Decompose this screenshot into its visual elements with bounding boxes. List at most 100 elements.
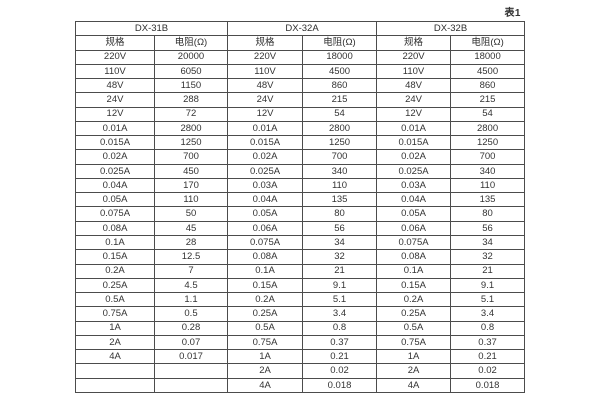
spec-cell: 0.02A [376, 149, 452, 165]
resistance-cell: 45 [153, 220, 229, 236]
resistance-cell: 1.1 [153, 292, 229, 308]
resistance-cell: 288 [153, 92, 229, 108]
resistance-cell: 0.21 [450, 349, 526, 365]
spec-cell: 4A [75, 349, 155, 365]
resistance-cell: 340 [302, 163, 378, 179]
table-row: 12V 72 12V 54 12V 54 [75, 106, 526, 122]
spec-cell: 0.15A [75, 249, 155, 265]
spec-cell: 0.1A [227, 263, 304, 279]
resistance-cell: 4500 [450, 63, 526, 80]
resistance-cell: 1150 [153, 78, 229, 94]
spec-cell: 0.02A [75, 149, 155, 165]
spec-cell: 0.015A [75, 135, 155, 151]
resistance-cell: 0.21 [302, 349, 378, 365]
spec-cell: 220V [227, 49, 304, 65]
spec-cell: 24V [75, 92, 155, 108]
spec-cell: 0.05A [75, 192, 155, 208]
resistance-cell: 9.1 [450, 277, 526, 294]
table-row: 48V 1150 48V 860 48V 860 [75, 78, 526, 94]
table-row: 2A 0.02 2A 0.02 [75, 363, 526, 379]
spec-cell: 0.025A [75, 163, 155, 179]
spec-cell: 2A [75, 334, 155, 351]
resistance-cell: 0.37 [450, 334, 526, 351]
spec-cell: 0.75A [227, 334, 304, 351]
spec-cell: 4A [376, 377, 452, 394]
spec-cell: 0.04A [227, 192, 304, 208]
spec-cell: 0.15A [227, 277, 304, 294]
spec-cell: 0.015A [227, 135, 304, 151]
spec-cell: 0.025A [376, 163, 452, 179]
resistance-cell: 170 [153, 177, 229, 194]
spec-cell: 0.04A [75, 177, 155, 194]
spec-cell: 0.08A [75, 220, 155, 236]
resistance-header-cell: 电阻(Ω) [153, 35, 229, 51]
spec-cell: 0.01A [75, 120, 155, 137]
spec-cell: 2A [227, 363, 304, 379]
resistance-cell: 4.5 [153, 277, 229, 294]
table-row: 2A 0.07 0.75A 0.37 0.75A 0.37 [75, 334, 526, 351]
resistance-cell: 700 [153, 149, 229, 165]
spec-cell: 12V [75, 106, 155, 122]
table-row: 220V 20000 220V 18000 220V 18000 [75, 49, 526, 65]
spec-cell: 0.5A [227, 320, 304, 336]
table-row: 1A 0.28 0.5A 0.8 0.5A 0.8 [75, 320, 526, 336]
spec-cell: 220V [75, 49, 155, 65]
resistance-cell: 135 [302, 192, 378, 208]
resistance-cell: 450 [153, 163, 229, 179]
spec-cell: 0.075A [376, 234, 452, 251]
table-row: 0.15A 12.5 0.08A 32 0.08A 32 [75, 249, 526, 265]
resistance-cell: 54 [302, 106, 378, 122]
spec-cell: 4A [227, 377, 304, 394]
table-row: 0.75A 0.5 0.25A 3.4 0.25A 3.4 [75, 306, 526, 322]
spec-cell: 0.2A [227, 292, 304, 308]
resistance-cell: 0.8 [302, 320, 378, 336]
resistance-cell: 28 [153, 234, 229, 251]
spec-cell: 0.25A [376, 306, 452, 322]
spec-header-cell: 规格 [75, 35, 155, 51]
resistance-cell: 80 [302, 206, 378, 222]
table-row: 24V 288 24V 215 24V 215 [75, 92, 526, 108]
spec-cell: 0.05A [227, 206, 304, 222]
group-name-cell: DX-32A [227, 20, 378, 37]
resistance-cell: 9.1 [302, 277, 378, 294]
spec-cell: 0.01A [376, 120, 452, 137]
resistance-cell: 32 [450, 249, 526, 265]
resistance-cell: 340 [450, 163, 526, 179]
resistance-cell: 2800 [302, 120, 378, 137]
resistance-cell: 700 [302, 149, 378, 165]
spec-table: DX-31B DX-32A DX-32B 规格 电阻(Ω) 规格 电阻(Ω) 规格 电阻(Ω) 2… [74, 20, 526, 394]
resistance-cell: 56 [450, 220, 526, 236]
resistance-cell: 1250 [302, 135, 378, 151]
table-row: 0.02A 700 0.02A 700 0.02A 700 [75, 149, 526, 165]
resistance-cell: 215 [302, 92, 378, 108]
resistance-cell: 56 [302, 220, 378, 236]
resistance-cell: 0.018 [302, 377, 378, 394]
spec-table-body: DX-31B DX-32A DX-32B 规格 电阻(Ω) 规格 电阻(Ω) 规格 电阻(Ω) 2… [74, 20, 526, 394]
spec-cell [75, 363, 155, 379]
spec-cell: 0.2A [75, 263, 155, 279]
resistance-cell: 7 [153, 263, 229, 279]
resistance-cell: 21 [450, 263, 526, 279]
resistance-cell [153, 377, 229, 394]
table-row: 0.025A 450 0.025A 340 0.025A 340 [75, 163, 526, 179]
spec-cell: 110V [75, 63, 155, 80]
spec-cell: 0.08A [376, 249, 452, 265]
spec-cell: 0.25A [75, 277, 155, 294]
table-row: 0.05A 110 0.04A 135 0.04A 135 [75, 192, 526, 208]
table-row: 4A 0.017 1A 0.21 1A 0.21 [75, 349, 526, 365]
resistance-cell: 72 [153, 106, 229, 122]
spec-cell: 0.02A [227, 149, 304, 165]
spec-header-cell: 规格 [227, 35, 304, 51]
resistance-cell: 12.5 [153, 249, 229, 265]
resistance-cell: 0.07 [153, 334, 229, 351]
spec-header-cell: 规格 [376, 35, 452, 51]
spec-cell: 1A [227, 349, 304, 365]
resistance-cell: 215 [450, 92, 526, 108]
resistance-cell: 18000 [302, 49, 378, 65]
spec-cell: 0.03A [227, 177, 304, 194]
spec-cell: 0.5A [376, 320, 452, 336]
resistance-cell: 1250 [153, 135, 229, 151]
spec-cell: 24V [227, 92, 304, 108]
spec-cell: 0.75A [75, 306, 155, 322]
spec-cell: 110V [227, 63, 304, 80]
